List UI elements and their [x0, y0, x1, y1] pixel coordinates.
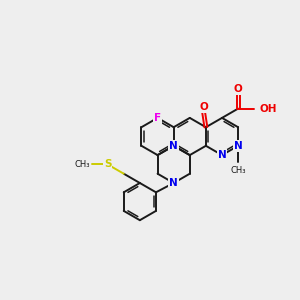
Text: O: O — [199, 102, 208, 112]
Text: N: N — [218, 150, 226, 160]
Text: N: N — [169, 178, 178, 188]
Text: N: N — [169, 141, 178, 151]
Text: N: N — [169, 141, 178, 151]
Text: CH₃: CH₃ — [231, 166, 247, 175]
Text: N: N — [234, 141, 242, 151]
Text: CH₃: CH₃ — [75, 160, 90, 169]
Text: O: O — [234, 84, 242, 94]
Text: F: F — [154, 113, 161, 123]
Text: S: S — [104, 159, 111, 170]
Text: OH: OH — [259, 103, 277, 114]
